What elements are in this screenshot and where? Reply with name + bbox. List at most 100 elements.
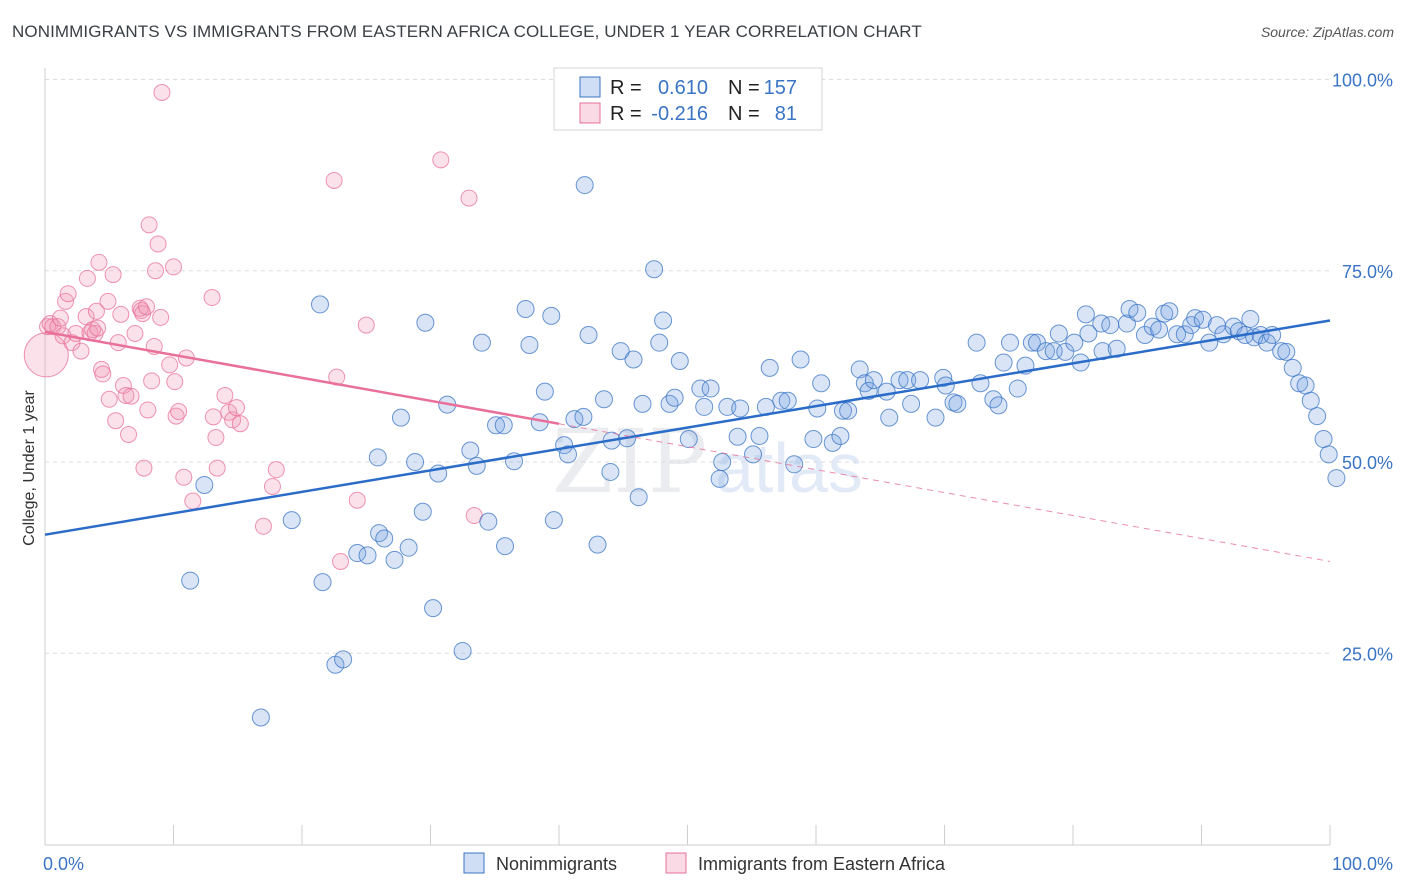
nonimmigrants-point [1079,324,1098,343]
nonimmigrants-point [1193,310,1212,329]
nonimmigrants-point [679,430,698,449]
nonimmigrants-point [1314,430,1333,449]
immigrants-point [357,316,375,334]
nonimmigrants-point [479,512,498,531]
nonimmigrants-point [665,388,684,407]
immigrants-point [216,386,234,404]
nonimmigrants-point [461,441,480,460]
nonimmigrants-point [535,382,554,401]
immigrants-point [203,289,221,307]
immigrants-point [135,459,153,477]
immigrants-point [126,324,144,342]
nonimmigrants-point [898,371,917,390]
nonimmigrants-point [413,502,432,521]
immigrants-point [120,425,138,443]
nonimmigrants-point [812,374,831,393]
nonimmigrants-point [1128,303,1147,322]
nonimmigrants-point [282,511,301,530]
nonimmigrants-point [926,408,945,427]
nonimmigrants-point [487,416,506,435]
nonimmigrants-point [778,391,797,410]
immigrants-point [138,298,156,316]
nonimmigrants-point [1277,342,1296,361]
x-tick-label: 100.0% [1332,854,1393,874]
nonimmigrants-point [744,445,763,464]
nonimmigrants-point [731,399,750,418]
nonimmigrants-point [831,426,850,445]
y-tick-label: 75.0% [1342,262,1393,282]
nonimmigrants-point [575,176,594,195]
immigrants-point [149,235,167,253]
nonimmigrants-point [660,394,679,413]
nonimmigrants-point [691,379,710,398]
legend-nonimmigrants-swatch [463,852,485,874]
immigrants-point [147,262,165,280]
y-tick-label: 100.0% [1332,71,1393,91]
immigrants-point [107,412,125,430]
immigrants-point [184,492,202,510]
legend-n-value-1: 157 [764,77,797,99]
nonimmigrants-point [750,426,769,445]
nonimmigrants-point [494,416,513,435]
nonimmigrants-point [911,371,930,390]
nonimmigrants-point [1272,342,1291,361]
nonimmigrants-point [544,511,563,530]
nonimmigrants-point [839,401,858,420]
series-legend: Nonimmigrants Immigrants from Eastern Af… [463,852,946,874]
nonimmigrants-point [251,708,270,727]
legend-n-value-2: 81 [775,103,797,125]
nonimmigrants-point [467,456,486,475]
y-tick-label: 25.0% [1342,644,1393,664]
nonimmigrants-point [1037,342,1056,361]
legend-r-label-2: R = [610,103,642,125]
nonimmigrants-point [670,352,689,371]
x-tick-label: 0.0% [43,854,84,874]
immigrants-point [207,429,225,447]
nonimmigrants-point [542,306,561,325]
nonimmigrants-point [864,371,883,390]
nonimmigrants-point [310,295,329,314]
watermark-atlas: atlas [715,429,863,507]
immigrants-point [122,387,140,405]
immigrants-point [167,407,185,425]
nonimmigrants-point [358,546,377,565]
nonimmigrants-point [728,427,747,446]
nonimmigrants-point [1092,314,1111,333]
nonimmigrants-point [588,535,607,554]
immigrants-point [72,342,90,360]
nonimmigrants-point [713,453,732,471]
legend-swatch-blue [579,76,601,98]
nonimmigrants-point [785,455,804,474]
chart-source: Source: ZipAtlas.com [1260,24,1394,40]
immigrants-point [89,319,107,337]
immigrants-point [432,151,450,169]
nonimmigrants-point [1056,342,1075,361]
nonimmigrants-point [772,391,791,410]
immigrants-point [152,308,170,326]
nonimmigrants-point [624,350,643,369]
immigrants-point [94,365,112,383]
nonimmigrants-point [1186,309,1205,328]
immigrants-point [51,309,69,327]
stats-legend: R = 0.610 N = 157 R = -0.216 N = 81 [553,67,823,131]
nonimmigrants-point [902,394,921,413]
nonimmigrants-point [890,371,909,390]
nonimmigrants-point [654,311,673,330]
immigrants-point [165,258,182,276]
immigrants-point [267,461,285,479]
legend-n-label-2: N = [728,103,760,125]
nonimmigrants-point [948,394,967,413]
legend-swatch-pink [579,102,601,124]
nonimmigrants-point [1150,320,1169,339]
nonimmigrants-point [1296,376,1315,395]
nonimmigrants-point [385,550,404,569]
y-axis-label: College, Under 1 year [21,390,38,546]
nonimmigrants-point [804,430,823,449]
legend-r-value-1: 0.610 [658,77,708,99]
nonimmigrants-point [1022,333,1041,352]
y-tick-label: 50.0% [1342,453,1393,473]
nonimmigrants-point [859,381,878,400]
nonimmigrants-point [1001,333,1020,352]
immigrants-point [325,171,343,189]
